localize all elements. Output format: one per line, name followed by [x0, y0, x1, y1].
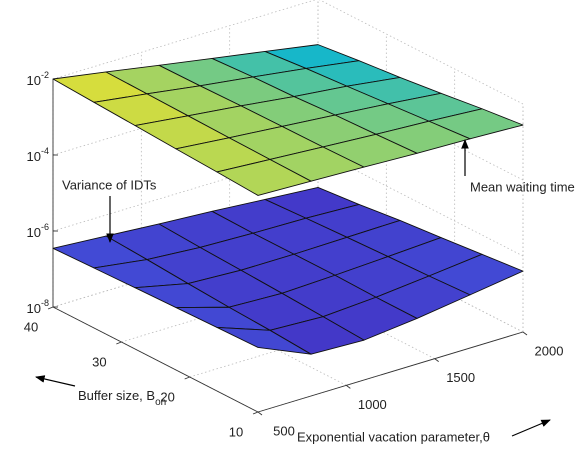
y-tick-label: 40 [24, 319, 38, 334]
surfaces [52, 44, 524, 355]
x-tick-label: 1500 [446, 370, 475, 385]
y-axis [52, 306, 259, 413]
annotation: Mean waiting time [470, 179, 575, 194]
surface-cell [216, 159, 312, 196]
x-tick-label: 500 [273, 423, 295, 438]
y-tick-label: 20 [160, 389, 174, 404]
axis-arrow [511, 419, 551, 437]
x-tick [257, 411, 263, 416]
x-tick-label: 1000 [358, 397, 387, 412]
y-tick-label: 10 [229, 424, 243, 439]
z-tick-label: 10-4 [27, 146, 49, 164]
z-tick-label: 10-6 [27, 222, 49, 240]
y-tick [184, 376, 190, 380]
y-tick-label: 30 [92, 354, 106, 369]
y-tick [116, 341, 122, 345]
axis-arrow [35, 375, 76, 387]
y-tick [47, 306, 54, 310]
axes-grid: 10-8 10-6 10-4 10-2 500 1000 1500 2000 10 20 30 40 [24, 0, 564, 439]
labels: Mean waiting time Variance of IDTs Expon… [35, 139, 575, 444]
surface-cell [216, 327, 312, 355]
x-tick [522, 331, 528, 336]
z-tick-label: 10-2 [27, 70, 49, 88]
x-tick-label: 2000 [535, 343, 564, 358]
y-axis-label-subscript: on [155, 397, 166, 408]
annotation: Variance of IDTs [62, 177, 157, 192]
x-tick [434, 358, 439, 363]
x-axis-label: Exponential vacation parameter,θ [297, 429, 490, 444]
x-tick [346, 384, 351, 389]
y-axis-label: Buffer size, Bon [78, 388, 166, 407]
y-axis-label-main: Buffer size, B [78, 388, 155, 403]
y-tick [252, 411, 259, 415]
z-tick-label: 10-8 [27, 298, 49, 316]
x-axis [257, 331, 524, 413]
